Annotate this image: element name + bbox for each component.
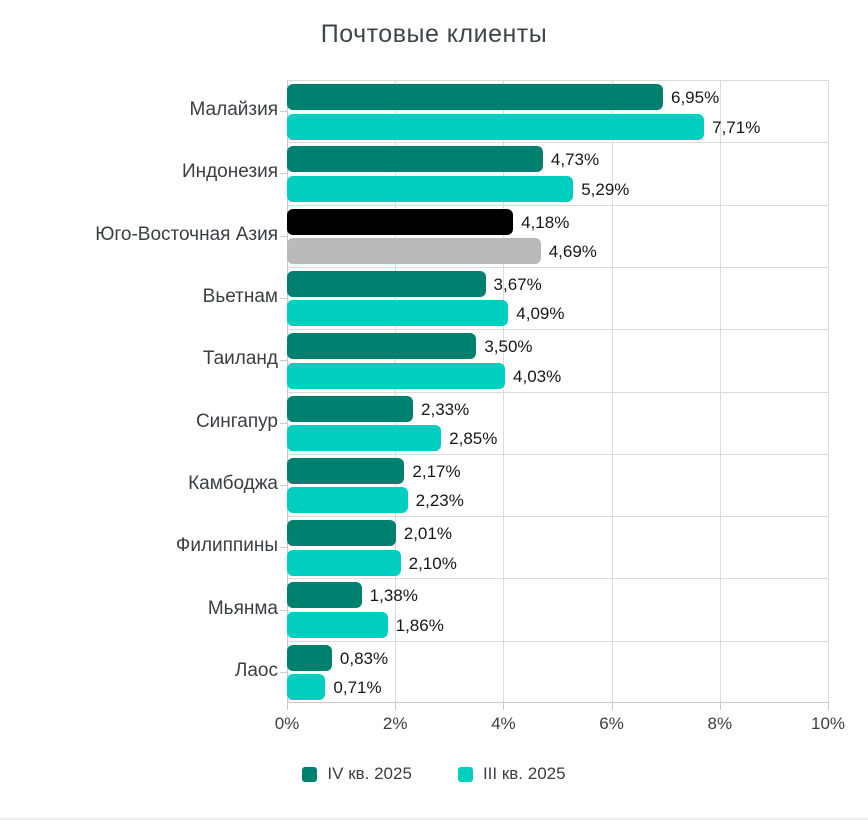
legend-label: III кв. 2025	[482, 764, 566, 783]
bar-q3	[287, 425, 442, 451]
horizontal-gridline	[287, 640, 828, 642]
category-label: Мьянма	[207, 597, 278, 619]
bar-q3	[287, 611, 388, 638]
x-axis-label: 2%	[382, 714, 408, 733]
x-axis-label: 6%	[599, 714, 624, 733]
vertical-gridline	[828, 80, 829, 703]
bar-value-label: 0,83%	[339, 648, 389, 668]
bar-value-label: 0,71%	[333, 678, 382, 698]
bar-q3	[287, 113, 705, 140]
horizontal-gridline	[287, 391, 828, 393]
legend-swatch-icon	[302, 766, 318, 782]
category-axis-tick	[280, 298, 287, 300]
horizontal-gridline	[287, 578, 828, 580]
bar-q3	[287, 549, 401, 576]
category-label: Сингапур	[195, 410, 278, 432]
x-axis-tick	[611, 703, 613, 710]
horizontal-gridline	[287, 204, 828, 206]
x-axis-tick	[503, 703, 505, 710]
category-label: Вьетнам	[202, 286, 278, 308]
x-axis-tick	[719, 703, 721, 710]
category-label: Лаос	[234, 659, 278, 681]
x-axis-tick	[828, 703, 829, 710]
bar-value-label: 2,23%	[415, 491, 464, 511]
category-label: Камбоджа	[188, 472, 278, 494]
legend-swatch-icon	[457, 766, 473, 782]
bar-q4	[287, 270, 486, 297]
bar-value-label: 1,86%	[395, 615, 444, 635]
bar-value-label: 2,17%	[412, 461, 461, 481]
category-axis-tick	[280, 484, 287, 486]
x-axis-label: 4%	[491, 714, 516, 733]
x-axis-tick	[287, 703, 288, 710]
bar-value-label: 5,29%	[581, 179, 630, 199]
bar-value-label: 4,09%	[516, 304, 565, 324]
bar-value-label: 2,85%	[449, 429, 498, 448]
y-axis-line	[287, 80, 288, 703]
bar-q3	[287, 674, 326, 701]
bar-value-label: 4,73%	[550, 150, 600, 170]
bar-q4	[287, 333, 477, 360]
category-label: Юго-Восточная Азия	[95, 223, 278, 245]
x-axis-line	[287, 702, 829, 703]
bar-value-label: 4,69%	[548, 242, 597, 262]
bar-q4	[287, 520, 396, 547]
bar-value-label: 2,10%	[408, 553, 457, 573]
bar-q4	[287, 395, 414, 422]
category-label: Таиланд	[202, 348, 278, 370]
category-label: Индонезия	[181, 161, 278, 183]
horizontal-gridline	[287, 80, 828, 81]
legend-item-q3[interactable]: III кв. 2025	[457, 764, 566, 784]
x-axis-label: 0%	[274, 714, 300, 733]
category-axis-tick	[280, 547, 287, 549]
category-axis-tick	[280, 111, 287, 113]
bar-q3	[287, 487, 408, 514]
bar-value-label: 4,03%	[513, 366, 562, 386]
category-label: Малайзия	[189, 99, 279, 121]
plot-area: 6,95% 7,71% 4,73% 5,29% 4,18% 4,69% 3,67% 4,09%…	[280, 80, 829, 710]
horizontal-gridline	[287, 329, 828, 331]
category-axis-tick	[280, 235, 287, 237]
x-axis-label: 8%	[707, 714, 733, 733]
bar-q3	[287, 300, 509, 327]
category-axis-tick	[280, 422, 287, 424]
category-axis-tick	[280, 360, 287, 362]
bar-q4	[287, 644, 332, 671]
bar-value-label: 1,38%	[369, 586, 418, 606]
bar-value-label: 4,18%	[521, 212, 570, 232]
bar-value-label: 3,50%	[484, 337, 533, 357]
horizontal-gridline	[287, 266, 828, 268]
category-axis-tick	[280, 173, 287, 175]
x-axis-label: 10%	[810, 714, 846, 733]
legend: IV кв. 2025 III кв. 2025	[0, 764, 868, 784]
horizontal-gridline	[287, 142, 828, 144]
bar-q4	[287, 146, 543, 173]
bar-value-label: 7,71%	[712, 117, 761, 137]
bar-value-label: 2,01%	[403, 524, 452, 544]
horizontal-gridline	[287, 453, 828, 455]
category-axis-tick	[280, 671, 287, 673]
bar-q3	[287, 175, 574, 202]
chart-title: Почтовые клиенты	[320, 20, 548, 48]
bar-value-label: 2,33%	[421, 399, 470, 419]
bar-q4	[287, 84, 663, 110]
horizontal-gridline	[287, 516, 828, 518]
bar-value-label: 3,67%	[493, 274, 542, 294]
category-label: Филиппины	[175, 535, 278, 557]
bar-q3	[287, 238, 541, 265]
category-axis-tick	[280, 609, 287, 611]
legend-item-q4[interactable]: IV кв. 2025	[302, 764, 412, 784]
bar-q4	[287, 582, 362, 609]
bar-value-label: 6,95%	[670, 88, 720, 107]
x-axis-tick	[395, 703, 397, 710]
legend-label: IV кв. 2025	[327, 764, 412, 783]
bar-q4	[287, 457, 405, 484]
bar-q3	[287, 362, 506, 389]
bar-q4	[287, 208, 514, 235]
